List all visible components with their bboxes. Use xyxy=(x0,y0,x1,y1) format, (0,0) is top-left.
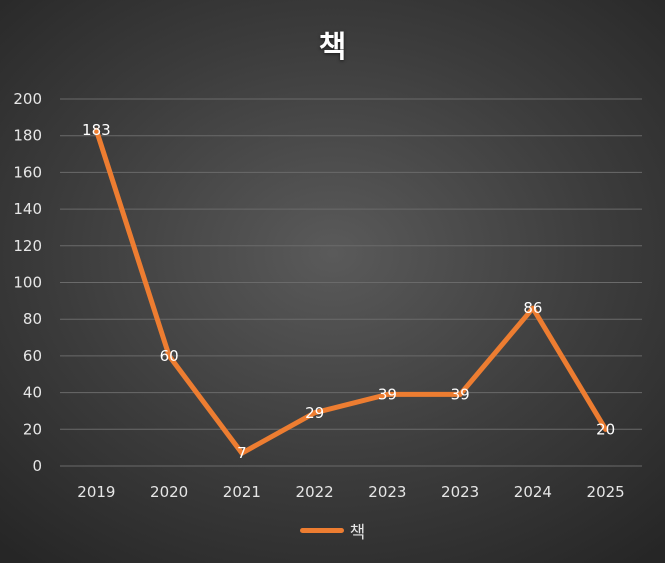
x-tick-label: 2023 xyxy=(368,483,406,501)
series-line-0 xyxy=(93,127,609,456)
series-lines xyxy=(93,127,609,456)
gridlines xyxy=(60,98,642,467)
data-label: 183 xyxy=(82,121,111,139)
data-label: 7 xyxy=(237,444,247,462)
data-point xyxy=(239,450,245,456)
y-tick-label: 20 xyxy=(23,420,42,438)
y-tick-label: 200 xyxy=(13,90,42,108)
data-labels: 183 60 7 29 39 39 86 20 xyxy=(82,121,615,462)
x-tick-label: 2022 xyxy=(296,483,334,501)
y-axis-tick-labels: 0 20 40 60 80 100 120 140 160 180 200 xyxy=(13,90,42,475)
y-tick-label: 120 xyxy=(13,237,42,255)
x-tick-label: 2023 xyxy=(441,483,479,501)
y-tick-label: 80 xyxy=(23,310,42,328)
legend-label-book: 책 xyxy=(349,523,366,543)
x-axis-tick-labels: 2019 2020 2021 2022 2023 2023 2024 2025 xyxy=(77,483,624,501)
data-label: 86 xyxy=(523,299,542,317)
data-point xyxy=(603,426,609,432)
data-label: 39 xyxy=(378,385,397,403)
data-label: 39 xyxy=(451,385,470,403)
chart-title: 책 xyxy=(318,30,347,65)
x-tick-label: 2020 xyxy=(150,483,188,501)
y-tick-label: 140 xyxy=(13,200,42,218)
data-point xyxy=(457,391,463,397)
legend-swatch-book xyxy=(299,528,344,533)
y-tick-label: 40 xyxy=(23,384,42,402)
data-point xyxy=(93,127,99,133)
x-tick-label: 2024 xyxy=(514,483,552,501)
y-tick-label: 0 xyxy=(32,457,42,475)
x-tick-label: 2025 xyxy=(587,483,625,501)
y-tick-label: 100 xyxy=(13,274,42,292)
y-tick-label: 180 xyxy=(13,127,42,145)
data-label: 29 xyxy=(305,404,324,422)
data-point xyxy=(530,305,536,311)
y-tick-label: 60 xyxy=(23,347,42,365)
data-point xyxy=(384,391,390,397)
x-tick-label: 2021 xyxy=(223,483,261,501)
y-tick-label: 160 xyxy=(13,163,42,181)
data-label: 60 xyxy=(160,347,179,365)
data-point xyxy=(166,353,172,359)
data-label: 20 xyxy=(596,420,615,438)
legend: 책 xyxy=(0,518,665,543)
x-tick-label: 2019 xyxy=(77,483,115,501)
data-point xyxy=(312,410,318,416)
